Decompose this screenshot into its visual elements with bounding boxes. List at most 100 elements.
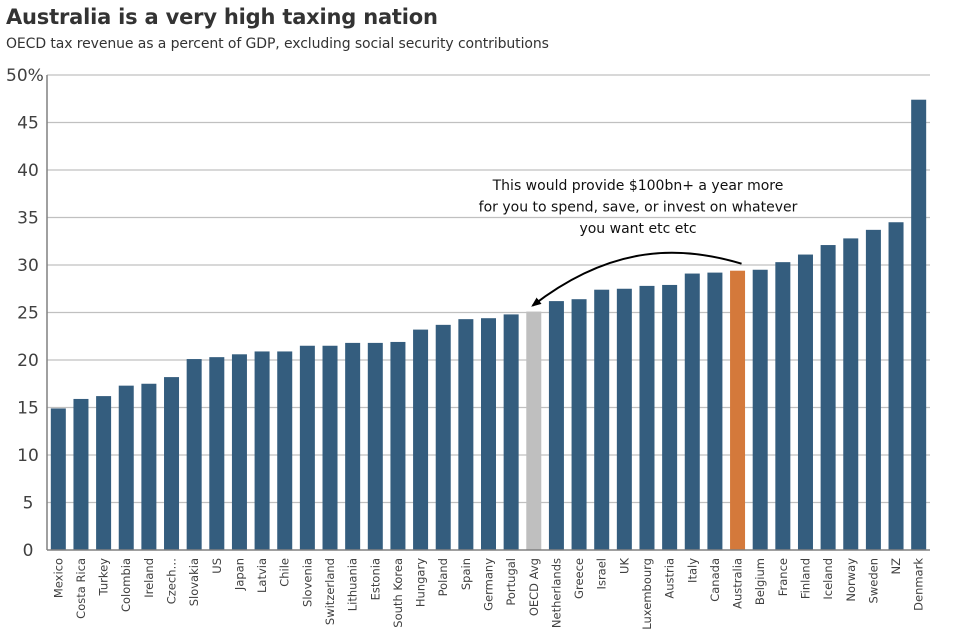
- bar-canada: [707, 272, 723, 550]
- y-tick-label: 0: [23, 541, 34, 561]
- x-tick-label: France: [776, 558, 790, 596]
- bar-costa-rica: [73, 398, 89, 550]
- bar-latvia: [254, 351, 270, 550]
- axes: [46, 75, 930, 551]
- x-axis-ticks: Mexico Costa Rica Turkey Colombia Ireland Cze…: [51, 558, 925, 630]
- chart-title: Australia is a very high taxing nation: [6, 5, 438, 29]
- x-tick-label: NZ: [889, 558, 903, 575]
- x-tick-label: Germany: [482, 558, 496, 611]
- bar-luxembourg: [639, 285, 655, 550]
- bar-mexico: [50, 408, 66, 550]
- bar-czech: [164, 377, 180, 550]
- x-tick-label: Lithuania: [346, 558, 360, 611]
- x-tick-label: Poland: [436, 558, 450, 596]
- y-tick-label: 25: [17, 304, 39, 324]
- y-tick-label: 10: [17, 446, 39, 466]
- bars: [50, 99, 927, 551]
- bar-australia: [730, 270, 746, 550]
- x-tick-label: Czech…: [165, 558, 179, 604]
- bar-belgium: [752, 269, 768, 550]
- x-tick-label: Italy: [685, 558, 699, 583]
- x-tick-label: Slovenia: [300, 558, 314, 607]
- bar-germany: [481, 318, 496, 550]
- y-tick-label: 30: [17, 256, 39, 276]
- x-tick-label: Chile: [278, 558, 292, 587]
- x-tick-label: Israel: [595, 558, 609, 589]
- x-tick-label: Norway: [844, 558, 858, 602]
- bar-austria: [662, 284, 678, 550]
- y-axis-ticks: 0 5 10 15 20 25 30 35 40 45 50%: [6, 66, 44, 561]
- y-tick-label: 40: [17, 161, 39, 181]
- annotation-arrow: [531, 251, 742, 307]
- x-tick-label: Iceland: [821, 558, 835, 600]
- x-tick-label: Sweden: [866, 558, 880, 603]
- x-tick-label: Slovakia: [187, 558, 201, 606]
- x-tick-label: South Korea: [391, 558, 405, 628]
- bar-switzerland: [322, 345, 338, 550]
- bar-italy: [684, 273, 700, 550]
- x-tick-label: US: [210, 558, 224, 574]
- bar-denmark: [911, 99, 927, 550]
- bar-chile: [277, 351, 293, 550]
- y-tick-label: 5: [23, 494, 34, 514]
- x-tick-label: Mexico: [51, 558, 65, 598]
- bar-slovakia: [186, 359, 202, 550]
- bar-ireland: [141, 383, 157, 550]
- x-tick-label: Canada: [708, 558, 722, 602]
- bar-hungary: [413, 329, 429, 550]
- x-tick-label: Austria: [663, 558, 677, 599]
- x-tick-label: OECD Avg: [527, 558, 541, 616]
- annotation: This would provide $100bn+ a year more fo…: [479, 178, 798, 307]
- bar-greece: [571, 299, 587, 550]
- x-tick-label: Luxembourg: [640, 558, 654, 630]
- annotation-text: you want etc etc: [579, 221, 696, 237]
- x-tick-label: UK: [617, 558, 631, 574]
- x-tick-label: Finland: [798, 558, 812, 599]
- bar-israel: [594, 289, 610, 550]
- bar-japan: [231, 354, 247, 550]
- x-tick-label: Hungary: [414, 558, 428, 607]
- bar-iceland: [820, 245, 836, 551]
- bar-colombia: [118, 385, 134, 550]
- x-tick-label: Greece: [572, 558, 586, 599]
- x-tick-label: Costa Rica: [74, 558, 88, 619]
- bar-spain: [458, 319, 474, 550]
- x-tick-label: Denmark: [912, 558, 926, 611]
- bar-nz: [888, 222, 904, 550]
- bar-sweden: [865, 229, 881, 550]
- x-tick-label: Netherlands: [549, 558, 563, 628]
- bar-oecd-avg: [526, 311, 542, 550]
- y-tick-label: 35: [17, 209, 39, 229]
- bar-netherlands: [548, 301, 564, 550]
- chart-subtitle: OECD tax revenue as a percent of GDP, ex…: [6, 36, 549, 52]
- bar-us: [209, 357, 225, 550]
- bar-lithuania: [345, 342, 361, 550]
- x-tick-label: Australia: [731, 558, 745, 609]
- bar-france: [775, 262, 791, 550]
- x-tick-label: Switzerland: [323, 558, 337, 625]
- x-tick-label: Estonia: [368, 558, 382, 600]
- x-tick-label: Belgium: [753, 558, 767, 605]
- bar-norway: [843, 238, 859, 550]
- annotation-text: for you to spend, save, or invest on wha…: [479, 200, 798, 216]
- x-tick-label: Turkey: [97, 558, 111, 597]
- y-tick-label: 45: [17, 114, 39, 134]
- bar-finland: [797, 254, 813, 551]
- bar-slovenia: [299, 345, 315, 550]
- annotation-text: This would provide $100bn+ a year more: [492, 178, 784, 194]
- bar-poland: [435, 324, 451, 550]
- bar-portugal: [503, 314, 519, 550]
- bar-south-korea: [390, 341, 406, 550]
- x-tick-label: Japan: [232, 558, 246, 591]
- y-tick-label: 15: [17, 399, 39, 419]
- x-tick-label: Ireland: [142, 558, 156, 598]
- y-tick-label: 50%: [6, 66, 44, 86]
- x-tick-label: Colombia: [119, 558, 133, 612]
- bar-uk: [616, 288, 632, 550]
- bar-estonia: [367, 342, 383, 550]
- bar-turkey: [96, 396, 112, 550]
- x-tick-label: Spain: [459, 558, 473, 590]
- x-tick-label: Portugal: [504, 558, 518, 606]
- y-tick-label: 20: [17, 351, 39, 371]
